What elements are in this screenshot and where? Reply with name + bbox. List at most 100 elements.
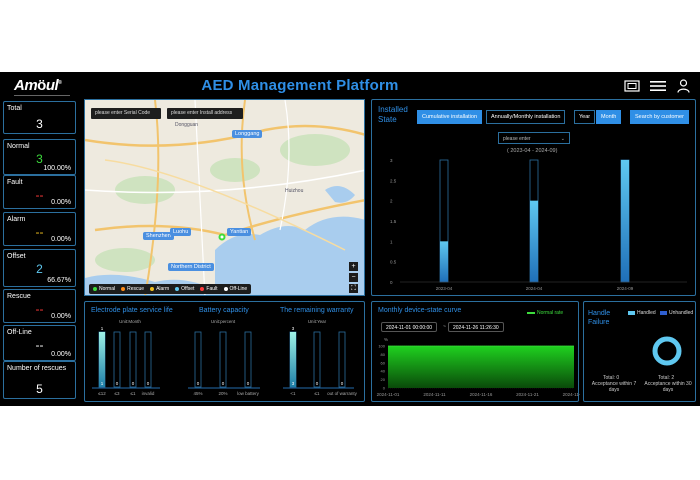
search-by-customer-button[interactable]: Search by customer [630,110,689,124]
end-date-input[interactable]: 2024-11-26 11:26:30 [448,322,504,332]
monthly-chart: % 0 20 40 60 80 100 2024-11-01 2024-11-11 2024-11… [377,337,580,397]
tab-cumulative-installation[interactable]: Cumulative installation [417,110,483,124]
stat-value: 5 [36,382,43,396]
x-tick-label: 2024-11-21 [516,392,539,397]
bar-value: 0 [197,381,200,386]
fullscreen-icon[interactable] [624,80,640,92]
tab-annual-monthly-installation[interactable]: Annually/Monthly installation [486,110,566,124]
bar-category: low battery [237,391,260,396]
battery-title: Battery capacity [199,307,249,314]
customer-select[interactable]: please enter ⌄ [498,132,570,144]
stat-value: -- [35,225,44,239]
normal-rate-legend: Normal rate [527,310,563,316]
map-label-luohu: Luohu [170,228,192,236]
bar-track [338,331,346,388]
donut-30-days [652,336,682,366]
installed-bar[interactable] [440,241,448,282]
battery-unit: Unit:percent [211,319,236,324]
legend-offset[interactable]: Offset [175,286,194,292]
map-label-northern-district: Northern District [168,263,214,271]
stat-card-number-of-rescues[interactable]: Number of rescues 5 [3,361,76,399]
legend-rescue[interactable]: Rescue [121,286,144,292]
x-tick-label: 2024-04 [526,286,543,291]
install-address-input[interactable]: please enter Install address [167,108,243,119]
stat-label: Off-Line [7,329,32,336]
handle-failure-title: Handle Failure [588,310,611,326]
bar-value: 0 [222,381,225,386]
device-map[interactable]: please enter Serial Code please enter In… [84,99,365,296]
y-tick-label: 80 [381,352,386,357]
serial-code-input[interactable]: please enter Serial Code [91,108,161,119]
bar-category: ≤1 [131,391,136,396]
installed-bar[interactable] [621,160,629,282]
y-tick-label: 2.5 [390,178,397,183]
bar-value: 0 [341,381,344,386]
menu-icon[interactable] [650,80,666,92]
x-tick-label: 2024-09 [617,286,634,291]
stat-value: -- [35,188,44,202]
stat-card-fault[interactable]: Fault -- 0.00% [3,175,76,209]
bar-value: 0 [316,381,319,386]
bar-category: ≤3 [115,391,120,396]
map-label: Dongguan [175,122,199,128]
electrode-bar[interactable] [99,332,105,387]
total-7-days: Total: 0 [603,375,620,381]
user-icon[interactable] [677,79,690,93]
bar-value: 0 [147,381,150,386]
stat-label: Alarm [7,216,26,223]
device-health-charts: Electrode plate service life Unit:Month 1 1… [91,307,358,396]
stat-label: Fault [7,179,23,186]
y-tick-label: 1.5 [390,219,397,224]
y-tick-label: 100 [378,344,385,349]
legend-alarm[interactable]: Alarm [150,286,169,292]
legend-fault[interactable]: Fault [200,286,218,292]
x-tick-label: 2024-11-11 [423,392,446,397]
handle-failure-panel: Handle Failure Handled Unhandled Total: … [583,301,696,402]
y-tick-label: 40 [381,369,386,374]
legend-dot-icon [223,286,228,291]
legend-dot-icon [93,286,97,291]
stat-card-offset[interactable]: Offset 2 66.67% [3,249,76,287]
stat-value: 2 [36,262,43,276]
monthly-curve-title: Monthly device-state curve [378,307,462,314]
legend-normal[interactable]: Normal [93,286,115,292]
y-tick-label: 60 [381,360,386,365]
stat-value: -- [35,338,44,352]
normal-rate-area[interactable] [388,346,574,388]
handle-donuts [652,336,682,366]
map-canvas[interactable] [85,100,365,296]
total-30-days: Total: 2 [658,375,675,381]
fit-view-button[interactable]: ⛶ [349,284,358,293]
start-date-input[interactable]: 2024-11-01 00:00:00 [381,322,438,332]
stat-label: Rescue [7,293,31,300]
legend-dot-icon [175,286,180,291]
y-unit: % [384,337,388,342]
stat-card-off-line[interactable]: Off-Line -- 0.00% [3,325,76,361]
stat-card-rescue[interactable]: Rescue -- 0.00% [3,289,76,323]
month-button[interactable]: Month [596,110,622,124]
y-tick-label: 3 [390,158,393,163]
installed-state-panel: Installed State Cumulative installation … [371,99,696,296]
stat-percent: 0.00% [51,351,71,358]
bar-top-value: 1 [101,326,104,331]
map-label-shenzhen: Shenzhen [143,232,174,240]
bar-value: 3 [292,381,295,386]
stat-card-normal[interactable]: Normal 3 100.00% [3,139,76,175]
bar-track [244,331,252,388]
logo: Amöul® [14,77,62,94]
zoom-in-button[interactable]: + [349,262,358,271]
zoom-out-button[interactable]: − [349,273,358,282]
unhandled-legend: Unhandled [660,310,693,316]
installed-bar[interactable] [530,200,538,282]
x-tick-label: 2023-04 [436,286,453,291]
bar-category: ≤12 [98,391,106,396]
stat-card-alarm[interactable]: Alarm -- 0.00% [3,212,76,246]
stat-percent: 0.00% [51,199,71,206]
bar-category: ≤1 [315,391,320,396]
map-label-yantian: Yantian [227,228,252,236]
warranty-bar[interactable] [290,332,296,387]
legend-off-line[interactable]: Off-Line [223,286,247,292]
stat-card-total[interactable]: Total 3 [3,101,76,134]
stat-percent: 66.67% [47,277,71,284]
year-button[interactable]: Year [574,110,596,124]
